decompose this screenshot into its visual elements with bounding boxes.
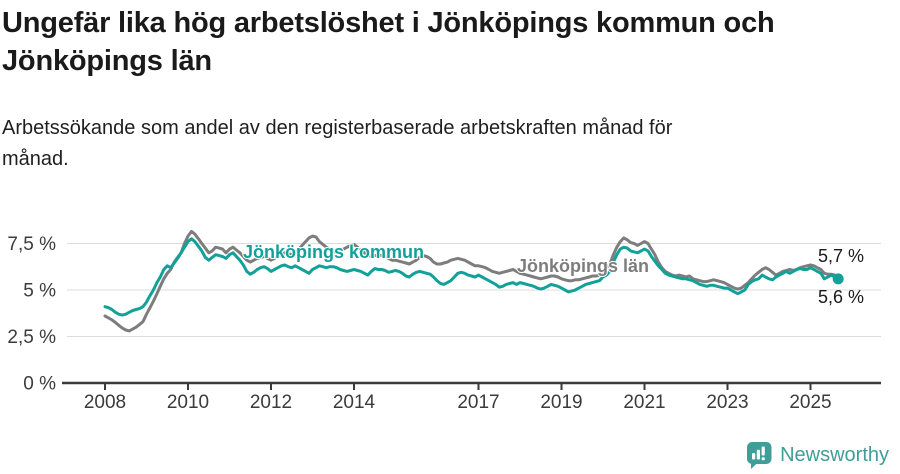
series-label-lan: Jönköpings län	[517, 256, 649, 276]
x-axis-tick-label: 2017	[457, 392, 499, 413]
x-axis: 2008 2010 2012 2014 2017 2019 2021 2023 2025	[62, 381, 881, 413]
series-line-jonkopings-kommun	[103, 237, 840, 317]
end-value-label-lan: 5,7 %	[818, 246, 864, 266]
newsworthy-logo-text: Newsworthy	[780, 443, 889, 466]
end-dot-kommun	[832, 273, 844, 285]
page-title: Ungefär lika hög arbetslöshet i Jönköpin…	[2, 7, 775, 77]
y-axis-tick-label: 0 %	[23, 374, 56, 395]
y-axis-tick-label: 2,5 %	[7, 327, 56, 348]
y-axis-tick-label: 7,5 %	[7, 234, 56, 255]
chart-subtitle: Arbetssökande som andel av den registerb…	[2, 117, 673, 170]
series-line-jonkopings-lan	[103, 229, 840, 333]
x-axis-tick-label: 2025	[789, 392, 831, 413]
y-axis-tick-label: 5 %	[23, 281, 56, 302]
x-axis-tick-label: 2023	[706, 392, 748, 413]
x-axis-tick-label: 2012	[250, 392, 292, 413]
x-axis-tick-label: 2008	[84, 392, 126, 413]
gridlines: 7,5 % 5 % 2,5 % 0 %	[7, 234, 881, 395]
line-chart: 7,5 % 5 % 2,5 % 0 % 2008 2010 2012 2014 2017 201…	[7, 229, 881, 413]
x-axis-tick-label: 2021	[623, 392, 665, 413]
series-label-kommun: Jönköpings kommun	[243, 242, 424, 262]
x-axis-tick-label: 2014	[333, 392, 376, 413]
newsworthy-logo[interactable]: Newsworthy	[746, 440, 889, 470]
x-axis-tick-label: 2010	[167, 392, 209, 413]
x-axis-tick-label: 2019	[540, 392, 582, 413]
newsworthy-logo-icon	[747, 441, 772, 469]
end-value-label-kommun: 5,6 %	[818, 287, 864, 307]
